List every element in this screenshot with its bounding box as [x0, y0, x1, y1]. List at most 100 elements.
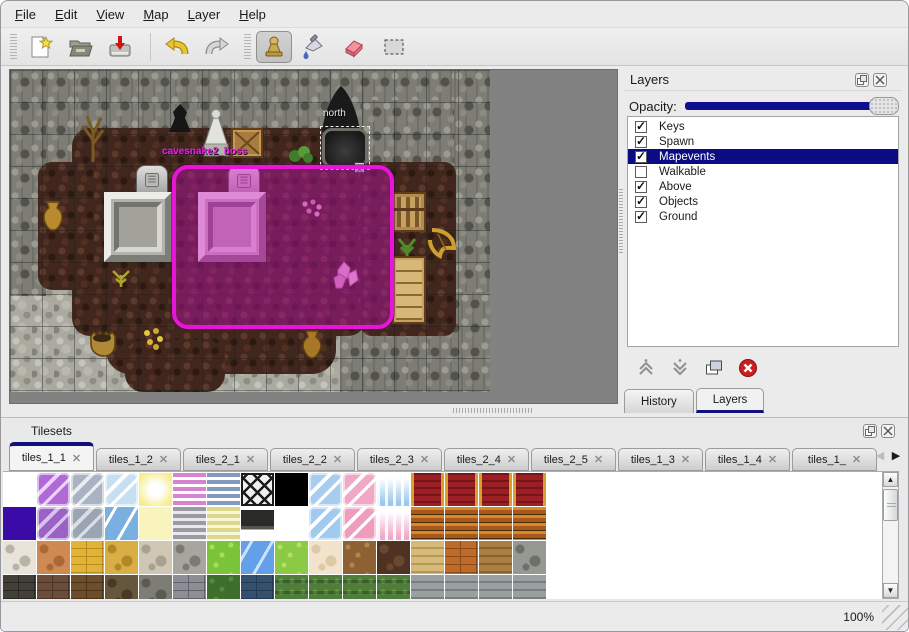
tile-0-9[interactable] [309, 473, 342, 506]
tile-2-12[interactable] [411, 541, 444, 574]
tile-3-8[interactable] [275, 575, 308, 599]
tile-3-7[interactable] [241, 575, 274, 599]
tile-3-9[interactable] [309, 575, 342, 599]
tile-1-5[interactable] [173, 507, 206, 540]
layer-row-ground[interactable]: ✓ Ground [628, 209, 898, 224]
tile-0-2[interactable] [71, 473, 104, 506]
tile-0-5[interactable] [173, 473, 206, 506]
scrollbar-thumb[interactable] [883, 489, 898, 521]
layer-row-spawn[interactable]: ✓ Spawn [628, 134, 898, 149]
tileset-scrollbar[interactable]: ▲ ▼ [882, 471, 899, 599]
float-panel-button[interactable] [855, 73, 869, 87]
close-panel-button[interactable] [873, 73, 887, 87]
close-tab-icon[interactable]: ✕ [158, 454, 169, 466]
tile-2-0[interactable] [3, 541, 36, 574]
close-tab-icon[interactable]: ✕ [71, 452, 82, 465]
redo-button[interactable] [199, 31, 235, 63]
layer-visibility-checkbox[interactable]: ✓ [635, 209, 647, 223]
tile-0-12[interactable] [411, 473, 444, 506]
tile-2-3[interactable] [105, 541, 138, 574]
stamp-tool-button[interactable] [256, 30, 292, 63]
tile-1-0[interactable] [3, 507, 36, 540]
tile-0-14[interactable] [479, 473, 512, 506]
float-panel-button[interactable] [863, 424, 877, 438]
tile-0-15[interactable] [513, 473, 546, 506]
close-tab-icon[interactable]: ✕ [593, 454, 604, 466]
menu-item-help[interactable]: Help [239, 6, 266, 22]
move-layer-down-button[interactable] [667, 356, 692, 380]
menu-item-layer[interactable]: Layer [187, 6, 221, 22]
toolbar-grip[interactable] [10, 33, 17, 60]
tile-3-1[interactable] [37, 575, 70, 599]
close-tab-icon[interactable]: ✕ [245, 454, 256, 466]
map-canvas[interactable]: north cavesnake2_boss [9, 69, 618, 404]
layer-visibility-checkbox[interactable]: ✓ [635, 179, 647, 193]
tile-1-9[interactable] [309, 507, 342, 540]
tile-0-4[interactable] [139, 473, 172, 506]
tile-3-6[interactable] [207, 575, 240, 599]
tile-3-2[interactable] [71, 575, 104, 599]
delete-layer-button[interactable] [735, 356, 760, 380]
tile-1-10[interactable] [343, 507, 376, 540]
tile-0-13[interactable] [445, 473, 478, 506]
undo-button[interactable] [159, 31, 195, 63]
layer-visibility-checkbox[interactable]: ✓ [635, 149, 647, 163]
tileset-tab-tiles_2_4[interactable]: tiles_2_4 ✕ [444, 448, 529, 471]
tile-3-14[interactable] [479, 575, 512, 599]
tile-2-1[interactable] [37, 541, 70, 574]
close-tab-icon[interactable]: ✕ [419, 454, 430, 466]
cave-selection-outline[interactable] [320, 126, 370, 170]
tile-2-2[interactable] [71, 541, 104, 574]
tile-2-8[interactable] [275, 541, 308, 574]
tile-1-11[interactable] [377, 507, 410, 540]
close-panel-button[interactable] [881, 424, 895, 438]
layer-visibility-checkbox[interactable]: ✓ [635, 134, 647, 148]
scroll-down-button[interactable]: ▼ [883, 583, 898, 598]
tile-0-6[interactable] [207, 473, 240, 506]
layer-visibility-checkbox[interactable]: ✓ [635, 194, 647, 208]
layer-row-mapevents[interactable]: ✓ Mapevents [628, 149, 898, 164]
tile-1-7[interactable] [241, 507, 274, 540]
menu-item-map[interactable]: Map [143, 6, 169, 22]
menu-item-file[interactable]: File [15, 6, 36, 22]
tile-3-12[interactable] [411, 575, 444, 599]
open-file-button[interactable] [62, 31, 98, 63]
tileset-tab-tiles_2_3[interactable]: tiles_2_3 ✕ [357, 448, 442, 471]
tile-1-2[interactable] [71, 507, 104, 540]
tile-3-3[interactable] [105, 575, 138, 599]
tile-3-13[interactable] [445, 575, 478, 599]
tileset-tab-tiles_1_1[interactable]: tiles_1_1 ✕ [9, 442, 94, 471]
tile-3-11[interactable] [377, 575, 410, 599]
tileset-tab-tiles_1_3[interactable]: tiles_1_3 ✕ [618, 448, 703, 471]
event-selection-rectangle[interactable] [172, 165, 394, 329]
layer-visibility-checkbox[interactable] [635, 165, 647, 178]
tile-1-14[interactable] [479, 507, 512, 540]
tile-0-1[interactable] [37, 473, 70, 506]
tile-1-13[interactable] [445, 507, 478, 540]
close-tab-icon[interactable]: ✕ [851, 454, 862, 466]
tileset-tab-tiles_1_[interactable]: tiles_1_ ✕ [792, 448, 877, 471]
eraser-tool-button[interactable] [336, 31, 372, 63]
select-rectangle-tool-button[interactable] [376, 31, 412, 63]
tile-0-7[interactable] [241, 473, 274, 506]
tile-3-5[interactable] [173, 575, 206, 599]
tile-3-10[interactable] [343, 575, 376, 599]
panel-tab-layers[interactable]: Layers [695, 388, 765, 413]
tile-1-1[interactable] [37, 507, 70, 540]
vertical-splitter[interactable] [618, 69, 624, 404]
tile-1-8[interactable] [275, 507, 308, 540]
scroll-tabs-left-button[interactable]: ◀ [875, 449, 885, 462]
move-layer-up-button[interactable] [633, 356, 658, 380]
opacity-slider-handle[interactable] [869, 97, 899, 115]
tile-2-7[interactable] [241, 541, 274, 574]
toolbar-grip[interactable] [244, 33, 251, 60]
tile-3-15[interactable] [513, 575, 546, 599]
tileset-tab-tiles_2_5[interactable]: tiles_2_5 ✕ [531, 448, 616, 471]
tile-0-8[interactable] [275, 473, 308, 506]
layer-row-keys[interactable]: ✓ Keys [628, 119, 898, 134]
tile-0-11[interactable] [377, 473, 410, 506]
tile-2-13[interactable] [445, 541, 478, 574]
tile-1-3[interactable] [105, 507, 138, 540]
tile-2-11[interactable] [377, 541, 410, 574]
panel-tab-history[interactable]: History [624, 389, 694, 413]
